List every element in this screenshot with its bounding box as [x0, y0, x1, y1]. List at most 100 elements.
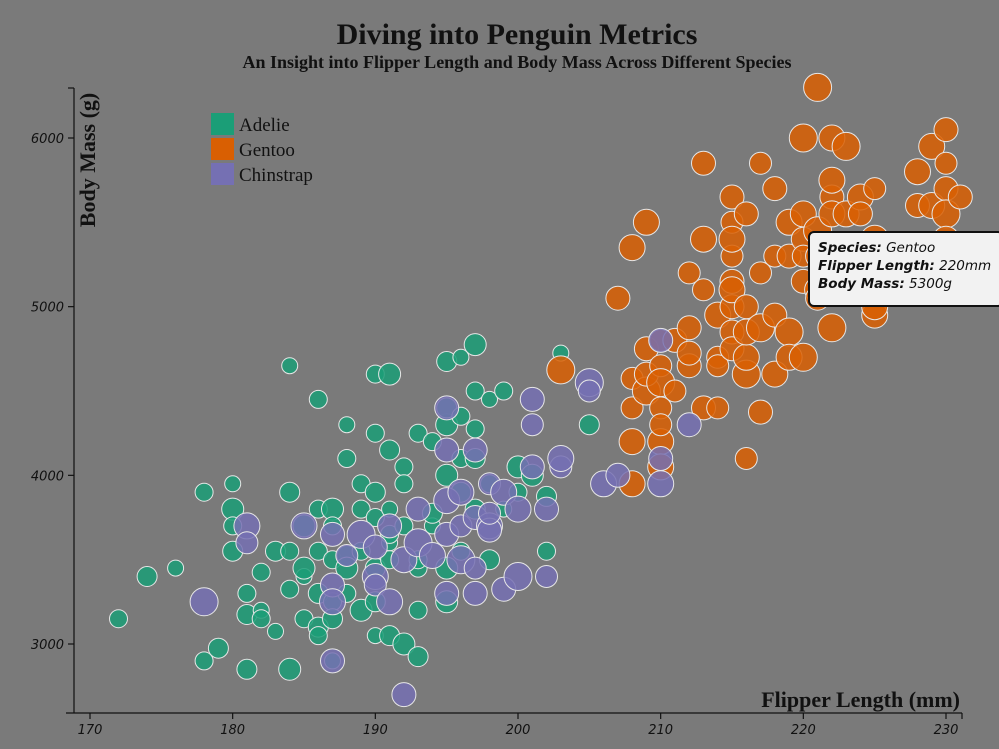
data-point-adelie[interactable]	[365, 423, 385, 443]
data-point-chinstrap[interactable]	[235, 531, 259, 555]
data-point-gentoo[interactable]	[847, 201, 873, 227]
data-point-gentoo[interactable]	[649, 413, 673, 437]
data-point-gentoo[interactable]	[933, 117, 959, 143]
data-point-adelie[interactable]	[452, 348, 470, 366]
data-point-chinstrap[interactable]	[535, 565, 558, 588]
data-point-adelie[interactable]	[408, 423, 428, 443]
data-point-chinstrap[interactable]	[434, 580, 460, 606]
data-point-gentoo[interactable]	[774, 317, 804, 347]
data-point-gentoo[interactable]	[676, 340, 702, 366]
data-point-chinstrap[interactable]	[462, 437, 488, 463]
data-point-adelie[interactable]	[194, 482, 214, 502]
data-point-gentoo[interactable]	[947, 184, 973, 210]
data-point-gentoo[interactable]	[632, 208, 660, 236]
data-point-gentoo[interactable]	[618, 234, 646, 262]
data-point-gentoo[interactable]	[934, 151, 958, 175]
data-point-adelie[interactable]	[267, 622, 284, 640]
data-point-chinstrap[interactable]	[362, 534, 388, 560]
data-point-gentoo[interactable]	[733, 201, 759, 227]
data-point-adelie[interactable]	[578, 414, 600, 436]
data-point-gentoo[interactable]	[706, 354, 730, 378]
data-point-adelie[interactable]	[136, 566, 158, 587]
data-point-chinstrap[interactable]	[648, 446, 674, 471]
data-point-adelie[interactable]	[167, 559, 185, 577]
data-point-adelie[interactable]	[278, 657, 302, 681]
data-point-chinstrap[interactable]	[320, 648, 345, 674]
data-point-gentoo[interactable]	[691, 150, 716, 176]
data-point-gentoo[interactable]	[719, 184, 745, 210]
data-point-adelie[interactable]	[465, 381, 485, 401]
data-point-chinstrap[interactable]	[534, 496, 559, 522]
data-point-adelie[interactable]	[465, 419, 485, 439]
data-point-chinstrap[interactable]	[391, 682, 417, 708]
data-point-chinstrap[interactable]	[478, 501, 501, 525]
data-point-adelie[interactable]	[364, 481, 386, 503]
data-point-adelie[interactable]	[251, 562, 271, 582]
data-point-adelie[interactable]	[236, 658, 258, 680]
data-point-adelie[interactable]	[194, 651, 214, 671]
data-point-adelie[interactable]	[351, 499, 371, 519]
data-point-chinstrap[interactable]	[319, 588, 346, 616]
data-point-adelie[interactable]	[378, 362, 402, 386]
data-point-chinstrap[interactable]	[189, 587, 219, 617]
data-point-chinstrap[interactable]	[504, 495, 532, 523]
data-point-gentoo[interactable]	[904, 158, 931, 186]
data-point-adelie[interactable]	[408, 600, 428, 620]
data-point-gentoo[interactable]	[749, 151, 772, 175]
data-point-chinstrap[interactable]	[320, 521, 345, 547]
data-point-gentoo[interactable]	[692, 278, 715, 302]
data-point-gentoo[interactable]	[918, 132, 946, 160]
data-point-adelie[interactable]	[280, 541, 300, 561]
data-point-adelie[interactable]	[337, 449, 357, 468]
data-point-adelie[interactable]	[281, 357, 299, 375]
data-point-chinstrap[interactable]	[418, 542, 446, 569]
data-point-gentoo[interactable]	[818, 166, 846, 194]
data-point-gentoo[interactable]	[762, 176, 788, 202]
data-point-chinstrap[interactable]	[519, 454, 545, 480]
data-point-chinstrap[interactable]	[363, 573, 387, 597]
data-point-gentoo[interactable]	[718, 276, 746, 304]
data-point-gentoo[interactable]	[788, 342, 818, 372]
data-point-adelie[interactable]	[237, 583, 257, 603]
data-point-adelie[interactable]	[379, 439, 401, 461]
data-point-chinstrap[interactable]	[405, 496, 431, 522]
data-point-chinstrap[interactable]	[434, 395, 460, 421]
data-point-adelie[interactable]	[463, 333, 487, 357]
data-point-gentoo[interactable]	[732, 343, 760, 371]
data-point-chinstrap[interactable]	[377, 513, 403, 539]
data-point-chinstrap[interactable]	[520, 413, 544, 437]
data-point-chinstrap[interactable]	[547, 445, 575, 472]
data-point-adelie[interactable]	[280, 579, 300, 599]
data-point-gentoo[interactable]	[817, 313, 847, 343]
data-point-gentoo[interactable]	[618, 428, 646, 456]
data-point-adelie[interactable]	[392, 632, 416, 656]
data-point-adelie[interactable]	[394, 457, 414, 477]
data-point-adelie[interactable]	[109, 609, 128, 629]
data-point-chinstrap[interactable]	[503, 562, 533, 591]
data-point-adelie[interactable]	[207, 637, 229, 659]
data-point-gentoo[interactable]	[677, 261, 701, 285]
data-point-adelie[interactable]	[494, 381, 514, 401]
data-point-adelie[interactable]	[308, 389, 328, 409]
data-point-gentoo[interactable]	[546, 355, 576, 385]
data-point-gentoo[interactable]	[749, 261, 772, 285]
data-point-chinstrap[interactable]	[462, 580, 488, 606]
data-point-gentoo[interactable]	[690, 225, 717, 253]
data-point-gentoo[interactable]	[605, 285, 631, 311]
data-point-chinstrap[interactable]	[463, 556, 487, 580]
data-point-adelie[interactable]	[407, 646, 429, 668]
data-point-adelie[interactable]	[292, 556, 316, 580]
data-point-gentoo[interactable]	[748, 399, 773, 425]
data-point-chinstrap[interactable]	[447, 478, 475, 506]
data-point-adelie[interactable]	[224, 475, 242, 493]
data-point-gentoo[interactable]	[706, 396, 730, 420]
data-point-adelie[interactable]	[481, 390, 498, 408]
data-point-chinstrap[interactable]	[290, 512, 318, 540]
data-point-adelie[interactable]	[279, 481, 301, 503]
data-point-gentoo[interactable]	[788, 123, 818, 153]
data-point-chinstrap[interactable]	[434, 437, 460, 463]
data-point-gentoo[interactable]	[718, 225, 746, 253]
data-point-gentoo[interactable]	[676, 315, 702, 341]
data-point-chinstrap[interactable]	[648, 327, 674, 353]
data-point-gentoo[interactable]	[863, 177, 887, 201]
